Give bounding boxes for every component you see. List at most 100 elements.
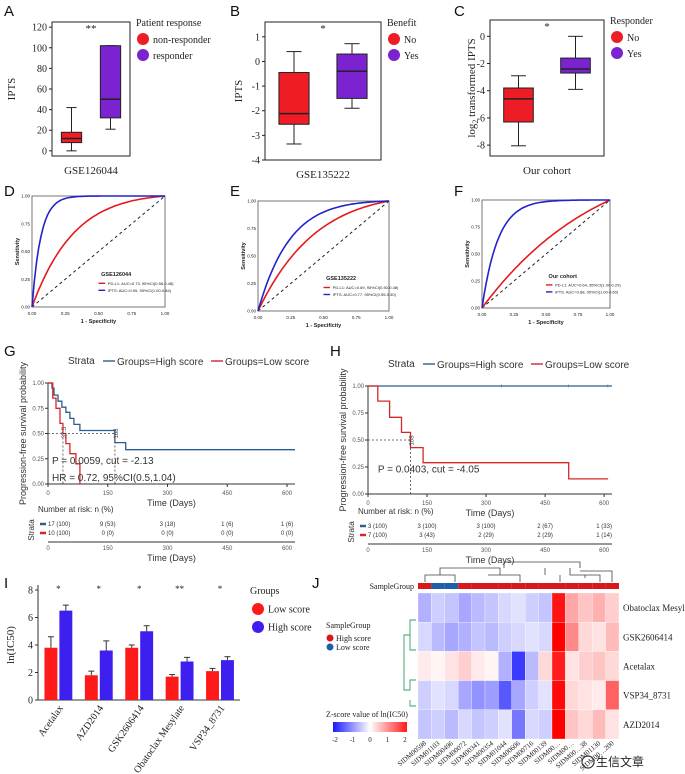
censor-mark: + (500, 384, 504, 390)
strata-label: Strata (347, 521, 356, 543)
legend-label: Groups=Low score (545, 360, 630, 371)
y-tick-label: 80 (37, 64, 47, 75)
x-axis-label: 1 - Specificity (306, 323, 342, 329)
row-label: GSK2606414 (623, 632, 673, 642)
x-axis-label: Time (Days) (466, 555, 515, 565)
heatmap-cell (431, 651, 445, 681)
sample-group-cell (565, 583, 579, 589)
risk-table-value: 1 (33) (596, 524, 612, 530)
legend-label: Groups=High score (437, 360, 524, 371)
heatmap-cell (444, 680, 459, 710)
y-axis-label: Sensitivity (15, 237, 21, 265)
legend-label: Low score (336, 643, 370, 652)
y-tick-label: 0.75 (247, 226, 256, 231)
heatmap-cell (431, 709, 445, 740)
y-tick-label: 4 (28, 641, 33, 652)
risk-table-value: 3 (18) (160, 522, 176, 528)
y-tick-label: -8 (477, 141, 485, 152)
box-yes (560, 57, 591, 74)
risk-table-value: 3 (100) (418, 524, 437, 530)
box-no (278, 72, 310, 125)
category-label: VSP34_8731 (188, 703, 228, 753)
heatmap-cell (578, 709, 593, 740)
y-tick-label: 1.00 (32, 381, 44, 387)
row-label: Acetalax (623, 662, 655, 672)
sample-group-cell (525, 583, 539, 589)
x-tick-label: 0 (46, 546, 50, 552)
legend-swatch (252, 603, 264, 615)
legend-label: PD-L1: AUC=0.73, 95%CI(0.56-0.48) (108, 281, 174, 286)
heatmap-cell (565, 651, 579, 681)
heatmap-cell (417, 622, 432, 652)
y-tick-label: 2 (28, 668, 33, 679)
legend-label: High score (268, 623, 312, 634)
colorbar (333, 722, 407, 732)
heatmap-cell (498, 651, 512, 681)
heatmap-cell (417, 592, 432, 623)
y-tick-label: 0.75 (471, 225, 480, 230)
y-tick-label: 0.25 (32, 457, 44, 463)
x-tick-label: 0 (46, 491, 50, 497)
colorbar-tick: -2 (332, 736, 338, 744)
heatmap-cell (551, 622, 566, 652)
x-tick-label: 0.75 (574, 312, 583, 317)
legend-label: Groups=Low score (225, 357, 310, 368)
risk-table-value: 3 (43) (419, 533, 435, 539)
y-axis-label: IPTS (233, 80, 245, 103)
heatmap-cell (578, 680, 593, 710)
heatmap-cell (578, 651, 593, 681)
significance-mark: ** (86, 23, 97, 35)
heatmap-cell (458, 680, 472, 710)
significance-mark: * (97, 584, 102, 594)
risk-table-value: 7 (100) (368, 533, 387, 539)
legend-label: responder (153, 51, 193, 62)
y-tick-label: 0.00 (352, 492, 364, 498)
roc-curve (257, 200, 390, 312)
heatmap-cell (605, 622, 620, 652)
legend-swatch (388, 33, 400, 45)
y-tick-label: 0.00 (32, 482, 44, 488)
legend-label: No (404, 35, 416, 46)
panel-letter-c: C (454, 3, 465, 20)
heatmap-cell (565, 680, 579, 710)
legend-label: PD-L1: AUC=0.64, 95%CI(1.00-0.29) (555, 282, 621, 287)
x-tick-label: 0.25 (510, 312, 519, 317)
y-tick-label: 0.00 (247, 309, 256, 314)
heatmap-cell (551, 651, 566, 681)
x-tick-label: 150 (422, 548, 433, 554)
x-tick-label: 450 (540, 548, 551, 554)
y-tick-label: -3 (252, 131, 260, 142)
y-tick-label: 100 (32, 43, 47, 54)
y-tick-label: 0 (480, 32, 485, 43)
heatmap-cell (511, 709, 526, 740)
bar (220, 660, 234, 700)
x-axis-label: Time (Days) (147, 498, 196, 508)
heatmap-cell (565, 592, 579, 623)
legend-title: Strata (68, 356, 95, 367)
roc-curve (257, 200, 390, 312)
bar (206, 671, 219, 700)
censor-mark: + (606, 384, 610, 390)
km-curve (48, 382, 295, 451)
sample-group-cell (431, 583, 445, 589)
sample-group-cell (605, 583, 619, 589)
bar (59, 610, 73, 700)
colorbar-tick: 2 (403, 736, 407, 744)
y-axis-label: log2 transformed IPTS (466, 38, 480, 137)
risk-table-value: 0 (0) (102, 531, 114, 537)
legend-swatch (137, 33, 149, 45)
x-axis-label: 1 - Specificity (81, 319, 117, 325)
legend-title: SampleGroup (326, 621, 370, 630)
legend-swatch (137, 49, 149, 61)
box-non-responder (60, 131, 83, 144)
y-tick-label: 0.75 (32, 406, 44, 412)
x-tick-label: 0.00 (478, 312, 487, 317)
heatmap-cell (484, 709, 499, 740)
heatmap-cell (444, 592, 459, 623)
heatmap-cell (484, 680, 499, 710)
legend-label: IPTS: AUC=0.95, 95%CI(1.00-0.84) (108, 288, 172, 293)
y-axis-label: Progression-free survival probability (338, 368, 348, 512)
heatmap-cell (471, 680, 486, 710)
sample-group-cell (498, 583, 512, 589)
